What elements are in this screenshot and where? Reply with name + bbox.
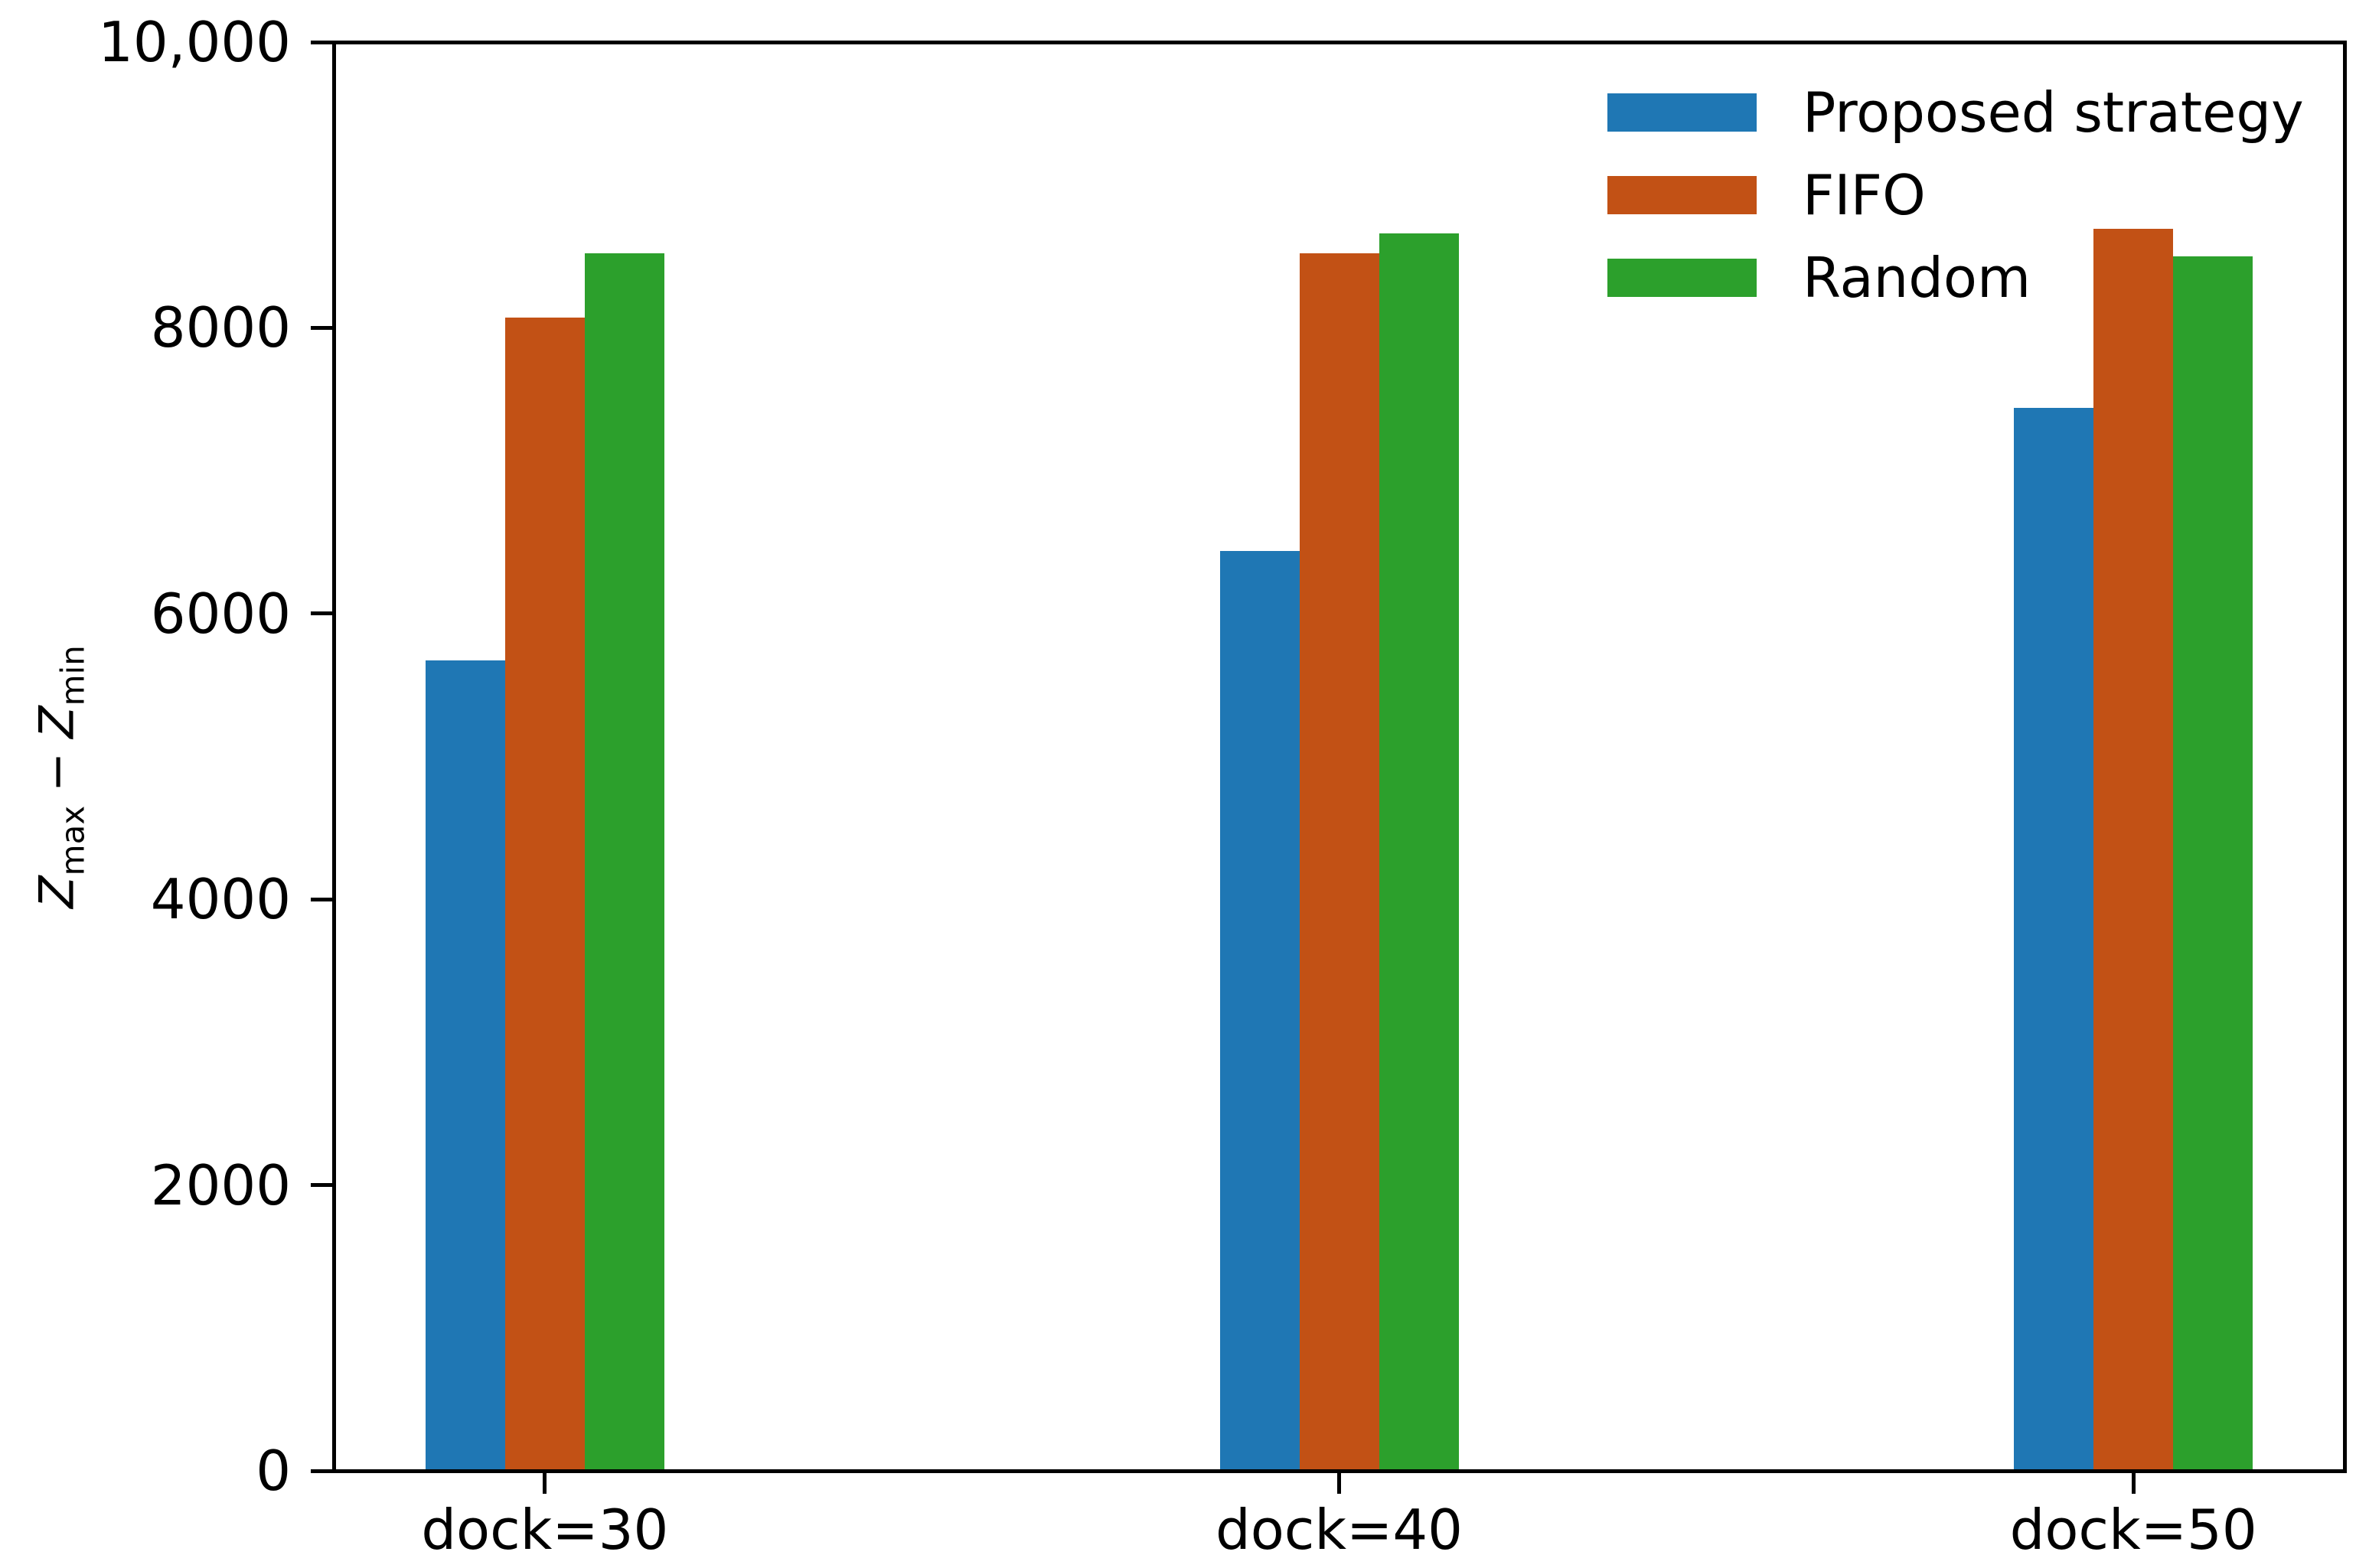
x-tick-mark bbox=[2131, 1473, 2136, 1494]
y-axis-label-var2: Z bbox=[28, 706, 85, 738]
y-tick-label: 8000 bbox=[150, 295, 291, 360]
y-tick-mark bbox=[311, 897, 332, 901]
y-axis-label-sub-min: min bbox=[54, 645, 92, 706]
y-tick-mark bbox=[311, 1469, 332, 1473]
bar-random-dock=40 bbox=[1379, 233, 1459, 1469]
legend-row: Random bbox=[1607, 250, 2304, 305]
x-tick-mark bbox=[1337, 1473, 1341, 1494]
legend: Proposed strategy FIFO Random bbox=[1607, 85, 2304, 305]
bar-random-dock=30 bbox=[584, 253, 664, 1469]
legend-row: Proposed strategy bbox=[1607, 85, 2304, 140]
y-axis-label: Zmax−Zmin bbox=[29, 645, 97, 908]
spine-left bbox=[332, 41, 336, 1473]
y-axis-label-sub-max: max bbox=[54, 805, 92, 876]
y-tick-mark bbox=[311, 40, 332, 44]
legend-label: FIFO bbox=[1803, 163, 1926, 227]
y-axis-label-minus: − bbox=[28, 751, 85, 792]
bar-fifo-dock=40 bbox=[1299, 253, 1379, 1469]
y-tick-mark bbox=[311, 1183, 332, 1188]
legend-label: Random bbox=[1803, 246, 2031, 310]
y-tick-mark bbox=[311, 611, 332, 616]
y-tick-label: 10,000 bbox=[98, 10, 291, 74]
x-tick-mark bbox=[543, 1473, 547, 1494]
x-tick-label: dock=30 bbox=[421, 1498, 669, 1562]
bar-fifo-dock=50 bbox=[2093, 229, 2174, 1469]
y-tick-label: 0 bbox=[256, 1439, 291, 1503]
x-tick-label: dock=50 bbox=[2009, 1498, 2257, 1562]
spine-bottom bbox=[332, 1469, 2347, 1473]
y-tick-label: 6000 bbox=[150, 581, 291, 646]
spine-right bbox=[2343, 41, 2347, 1473]
x-tick-label: dock=40 bbox=[1215, 1498, 1463, 1562]
spine-top bbox=[332, 41, 2347, 44]
bar-fifo-dock=30 bbox=[504, 318, 585, 1469]
legend-swatch-fifo bbox=[1607, 176, 1757, 214]
legend-swatch-random bbox=[1607, 259, 1757, 297]
y-tick-label: 4000 bbox=[150, 867, 291, 932]
bar-proposed-strategy-dock=50 bbox=[2014, 407, 2094, 1469]
bar-random-dock=50 bbox=[2173, 256, 2253, 1469]
legend-label: Proposed strategy bbox=[1803, 80, 2304, 145]
y-tick-label: 2000 bbox=[150, 1152, 291, 1218]
bar-proposed-strategy-dock=30 bbox=[425, 660, 505, 1469]
legend-swatch-proposed-strategy bbox=[1607, 93, 1757, 132]
y-tick-mark bbox=[311, 325, 332, 330]
bar-proposed-strategy-dock=40 bbox=[1219, 550, 1300, 1469]
legend-row: FIFO bbox=[1607, 168, 2304, 223]
